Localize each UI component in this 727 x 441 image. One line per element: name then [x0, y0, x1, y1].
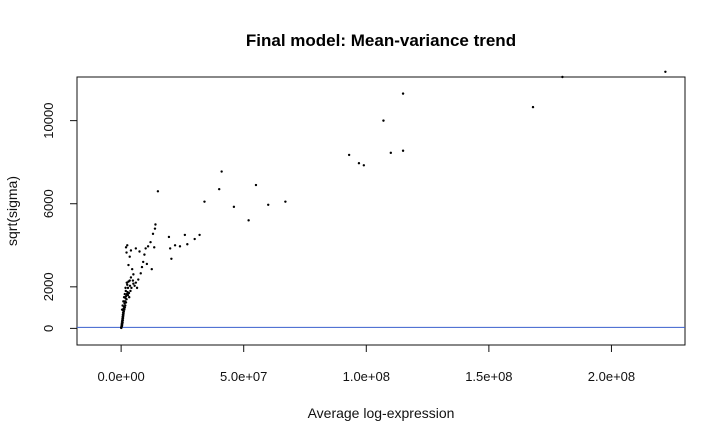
data-point [401, 92, 405, 95]
data-point [144, 247, 147, 250]
data-point [347, 153, 351, 157]
data-point [135, 286, 139, 290]
data-point [153, 246, 156, 249]
data-point [145, 262, 149, 266]
x-axis-label: Average log-expression [308, 405, 455, 421]
data-point [126, 286, 130, 290]
data-point [664, 70, 667, 74]
data-point [140, 265, 144, 269]
data-points [120, 70, 667, 330]
data-point [122, 300, 125, 303]
y-tick-label: 10000 [41, 103, 56, 139]
data-point [389, 151, 393, 155]
data-point [173, 244, 177, 247]
data-point [153, 227, 157, 230]
x-tick-label: 5.0e+07 [220, 369, 267, 384]
x-tick-label: 1.5e+08 [465, 369, 512, 384]
data-point [561, 75, 564, 79]
data-point [130, 267, 134, 271]
data-point [128, 255, 131, 258]
y-tick-label: 0 [41, 325, 56, 332]
data-point [146, 245, 150, 248]
x-tick-label: 0.0e+00 [97, 369, 144, 384]
data-point [120, 308, 124, 311]
y-tick-label: 2000 [41, 272, 56, 301]
data-point [220, 170, 223, 173]
data-point [130, 286, 133, 290]
data-point [254, 183, 258, 187]
data-point [124, 289, 127, 293]
data-point [150, 267, 153, 271]
data-point [168, 247, 172, 250]
data-point [128, 296, 131, 299]
data-point [198, 233, 201, 237]
data-point [143, 253, 146, 256]
data-point [126, 283, 129, 286]
data-point [125, 251, 128, 254]
y-axis: 0 2000 6000 10000 [41, 103, 78, 332]
x-tick-label: 1.0e+08 [343, 369, 390, 384]
data-point [132, 273, 135, 276]
data-point [129, 289, 132, 293]
data-point [124, 294, 128, 298]
data-point [120, 326, 123, 330]
data-point [217, 187, 221, 191]
data-point [131, 279, 135, 282]
data-point [121, 304, 124, 307]
data-point [531, 105, 535, 109]
data-point [137, 278, 140, 281]
data-point [154, 223, 157, 226]
data-point [284, 200, 287, 203]
data-point [128, 284, 132, 287]
data-point [122, 296, 126, 299]
data-point [129, 276, 133, 279]
data-point [126, 244, 129, 247]
data-point [133, 284, 136, 287]
data-point [267, 203, 270, 206]
data-point [124, 286, 127, 290]
data-point [186, 243, 189, 246]
data-point [123, 292, 127, 296]
data-point [123, 302, 126, 305]
data-point [134, 281, 138, 284]
y-axis-label: sqrt(sigma) [4, 176, 20, 246]
data-point [357, 162, 361, 165]
data-point [139, 272, 142, 275]
data-point [141, 260, 145, 264]
y-tick-label: 6000 [41, 189, 56, 218]
data-point [183, 233, 187, 237]
data-point [125, 298, 128, 301]
data-point [247, 219, 250, 222]
data-point [149, 240, 152, 244]
x-axis: 0.0e+00 5.0e+07 1.0e+08 1.5e+08 2.0e+08 [97, 344, 635, 384]
data-point [362, 164, 366, 167]
data-point [124, 246, 128, 249]
data-point [151, 232, 155, 236]
data-point [401, 149, 405, 152]
data-point [232, 205, 236, 209]
data-point [132, 282, 135, 285]
chart-title: Final model: Mean-variance trend [246, 31, 516, 50]
data-point [178, 245, 182, 248]
data-point [382, 119, 385, 122]
data-point [170, 257, 173, 260]
data-point [138, 250, 141, 253]
data-point [203, 200, 206, 203]
data-point [127, 263, 130, 267]
data-point [125, 281, 128, 284]
data-point [129, 249, 133, 252]
data-point [126, 293, 130, 297]
data-point [156, 190, 160, 193]
data-point [193, 237, 196, 241]
data-point [134, 247, 138, 250]
x-tick-label: 2.0e+08 [588, 369, 635, 384]
data-point [167, 235, 171, 239]
plot-frame [76, 76, 686, 346]
